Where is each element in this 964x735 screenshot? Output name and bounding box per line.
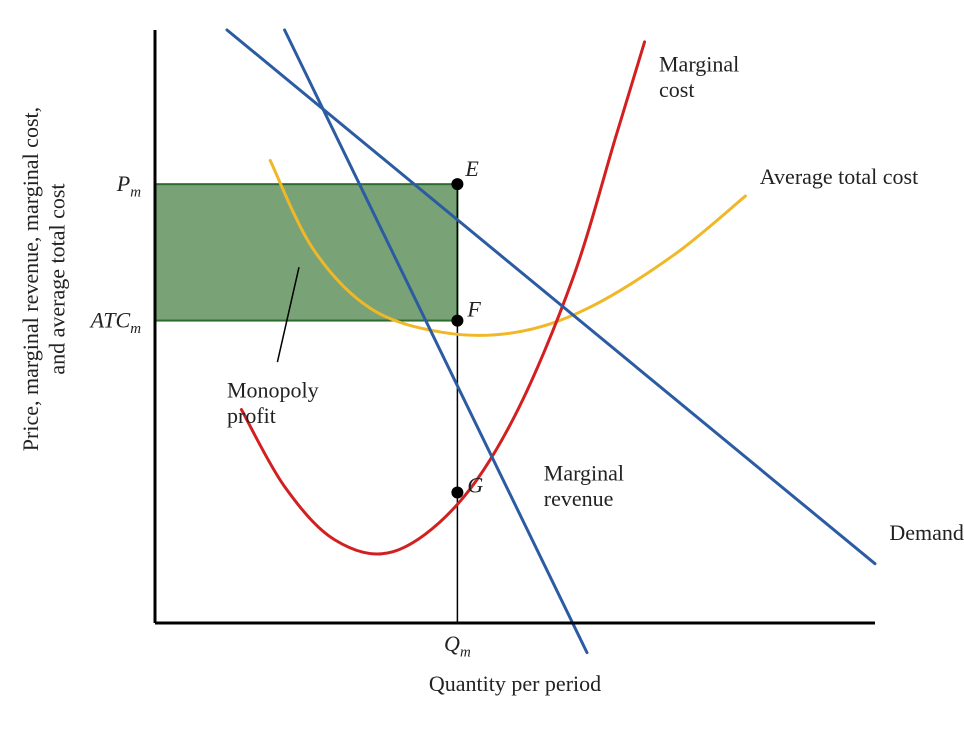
label-average-total-cost: Average total cost (760, 164, 918, 189)
label-demand: Demand (889, 520, 964, 545)
point-label-f: F (466, 297, 481, 322)
monopoly-profit-chart: EFGMarginalcostAverage total costDemandM… (0, 0, 964, 735)
label-marginal-revenue: Marginalrevenue (544, 461, 624, 511)
point-f (451, 315, 463, 327)
monopoly-profit-rect (155, 184, 457, 320)
x-axis-label: Quantity per period (429, 671, 601, 696)
chart-background (0, 0, 964, 735)
point-g (451, 487, 463, 499)
point-label-g: G (467, 473, 483, 498)
point-e (451, 178, 463, 190)
point-label-e: E (464, 156, 479, 181)
chart-svg: EFGMarginalcostAverage total costDemandM… (0, 0, 964, 735)
